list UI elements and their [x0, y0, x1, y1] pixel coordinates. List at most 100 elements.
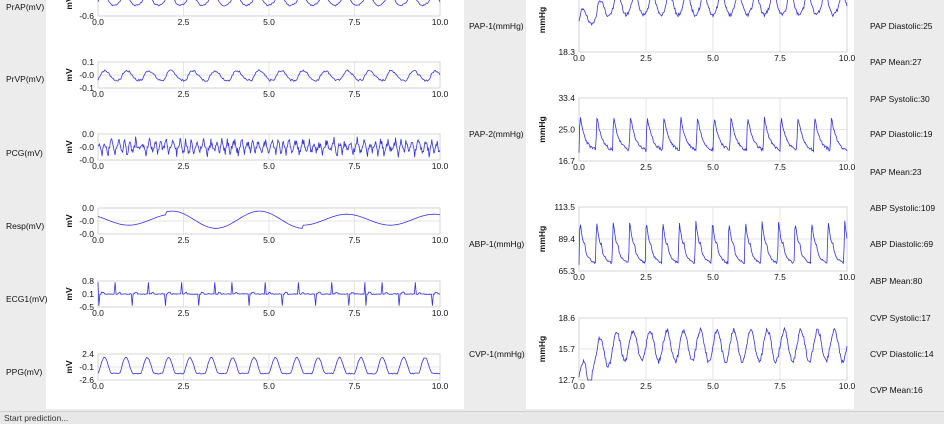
x-tick-label: 2.5 [178, 89, 190, 99]
ecg1-waveform-plot: 0.0 2.5 5.0 7.5 10.0 0.8 0.1 -0.5 mV [64, 276, 449, 318]
pcg-waveform-plot: 0.0 2.5 5.0 7.5 10.00.0-0.0-0.0mV [64, 129, 449, 171]
prvp-waveform-plot: 0.0 2.5 5.0 7.5 10.0 0.1 -0.0 -0.1 mV [64, 57, 449, 99]
x-tick-label: 10.0 [432, 381, 449, 391]
y-tick-label: 113.5 [554, 202, 575, 212]
right-waveform-panel [526, 0, 854, 409]
x-tick-label: 2.5 [178, 235, 190, 245]
channel-label-abp1: ABP-1(mmHg) [469, 239, 525, 249]
x-tick-label: 7.5 [774, 53, 786, 63]
x-tick-label: 7.5 [349, 235, 361, 245]
channel-label-pcg: PCG(mV) [6, 148, 43, 158]
y-axis-label: mV [64, 287, 74, 301]
stat-pap2-mean: PAP Mean:23 [870, 167, 922, 177]
waveform-trace [97, 356, 441, 375]
y-tick-label: 0.8 [82, 276, 94, 286]
y-tick-label: -0.1 [79, 83, 94, 93]
x-tick-label: 10.0 [432, 17, 449, 27]
stat-abp-systolic: ABP Systolic:109 [870, 203, 936, 213]
x-tick-label: 0.0 [92, 381, 104, 391]
channel-label-ppg: PPG(mV) [6, 367, 43, 377]
stat-cvp-mean: CVP Mean:16 [870, 385, 923, 395]
y-axis-label: mV [64, 360, 74, 374]
x-tick-label: 10.0 [432, 308, 449, 318]
stat-pap2-systolic: PAP Systolic:30 [870, 94, 930, 104]
y-tick-label: -2.6 [79, 375, 94, 385]
prap-waveform-plot: 0.02.55.07.510.00.3-0.6mV [64, 0, 449, 27]
waveform-trace [97, 210, 441, 229]
plot-frame [97, 207, 441, 235]
y-tick-label: 25.0 [558, 125, 575, 135]
y-axis-label: mmHg [537, 336, 547, 362]
y-axis-label: mmHg [537, 116, 547, 142]
x-tick-label: 10.0 [432, 235, 449, 245]
pap2-waveform-plot: 0.0 2.5 5.0 7.5 10.0 33.4 25.0 16.7 mmHg [537, 93, 856, 172]
plot-frame [578, 97, 848, 162]
x-tick-label: 2.5 [178, 308, 190, 318]
x-tick-label: 0.0 [573, 272, 585, 282]
x-tick-label: 2.5 [178, 381, 190, 391]
plot-frame [578, 206, 848, 272]
x-tick-label: 10.0 [839, 162, 856, 172]
x-tick-label: 5.0 [707, 162, 719, 172]
left-waveform-panel [46, 0, 464, 409]
stat-abp-diastolic: ABP Diastolic:69 [870, 239, 934, 249]
y-tick-label: 0.0 [82, 203, 94, 213]
y-axis-label: mV [64, 214, 74, 228]
y-tick-label: 0.1 [82, 289, 94, 299]
x-tick-label: 0.0 [92, 17, 104, 27]
waveform-trace [578, 0, 848, 26]
y-axis-label: mV [64, 68, 74, 82]
x-tick-label: 7.5 [774, 381, 786, 391]
y-tick-label: 18.3 [558, 47, 575, 57]
status-bar: Start prediction... [0, 411, 944, 424]
x-tick-label: 2.5 [178, 17, 190, 27]
abp1-waveform-plot: 0.0 2.5 5.0 7.5 10.0 113.5 89.4 65.3 mmHg [537, 202, 856, 282]
plot-frame [97, 0, 441, 17]
y-tick-label: 12.7 [558, 375, 575, 385]
ppg-waveform-plot: 0.0 2.5 5.0 7.5 10.0 2.4 -0.1 -2.6 mV [64, 349, 449, 391]
x-tick-label: 7.5 [349, 161, 361, 171]
y-tick-label: 0.0 [82, 129, 94, 139]
channel-label-cvp1: CVP-1(mmHg) [469, 349, 525, 359]
waveform-trace [578, 326, 848, 381]
y-axis-label: mmHg [537, 7, 547, 33]
y-tick-label: -0.1 [79, 362, 94, 372]
x-tick-label: 0.0 [92, 235, 104, 245]
x-tick-label: 7.5 [774, 272, 786, 282]
y-axis-label: mV [64, 0, 74, 10]
x-tick-label: 5.0 [707, 381, 719, 391]
waveform-trace [97, 282, 441, 306]
x-tick-label: 2.5 [640, 272, 652, 282]
y-tick-label: 0.1 [82, 57, 94, 67]
x-tick-label: 10.0 [432, 161, 449, 171]
x-tick-label: 7.5 [349, 381, 361, 391]
stat-cvp-diastolic: CVP Diastolic:14 [870, 349, 934, 359]
x-tick-label: 5.0 [263, 381, 275, 391]
x-tick-label: 0.0 [92, 89, 104, 99]
x-tick-label: 7.5 [349, 308, 361, 318]
cvp1-waveform-plot: 0.0 2.5 5.0 7.5 10.0 18.6 15.7 12.7 mmHg [537, 313, 856, 391]
y-tick-label: -0.0 [79, 216, 94, 226]
resp-waveform-plot: 0.0 2.5 5.0 7.5 10.00.0-0.0-0.0mV [64, 203, 449, 245]
channel-label-resp: Resp(mV) [6, 221, 45, 231]
x-tick-label: 5.0 [263, 161, 275, 171]
y-tick-label: -0.0 [79, 70, 94, 80]
x-tick-label: 10.0 [839, 381, 856, 391]
waveform-trace [578, 220, 848, 265]
y-tick-label: -0.0 [79, 142, 94, 152]
y-tick-label: -0.6 [79, 11, 94, 21]
y-tick-label: 89.4 [558, 234, 575, 244]
x-tick-label: 2.5 [640, 53, 652, 63]
x-tick-label: 5.0 [263, 308, 275, 318]
channel-label-pap2: PAP-2(mmHg) [469, 129, 524, 139]
x-tick-label: 0.0 [92, 161, 104, 171]
y-axis-label: mmHg [537, 226, 547, 252]
waveform-trace [97, 136, 441, 158]
y-tick-label: 33.4 [558, 93, 575, 103]
x-tick-label: 0.0 [573, 162, 585, 172]
waveform-trace [97, 69, 441, 82]
x-tick-label: 7.5 [349, 17, 361, 27]
channel-label-pap1: PAP-1(mmHg) [469, 21, 524, 31]
x-tick-label: 2.5 [178, 161, 190, 171]
